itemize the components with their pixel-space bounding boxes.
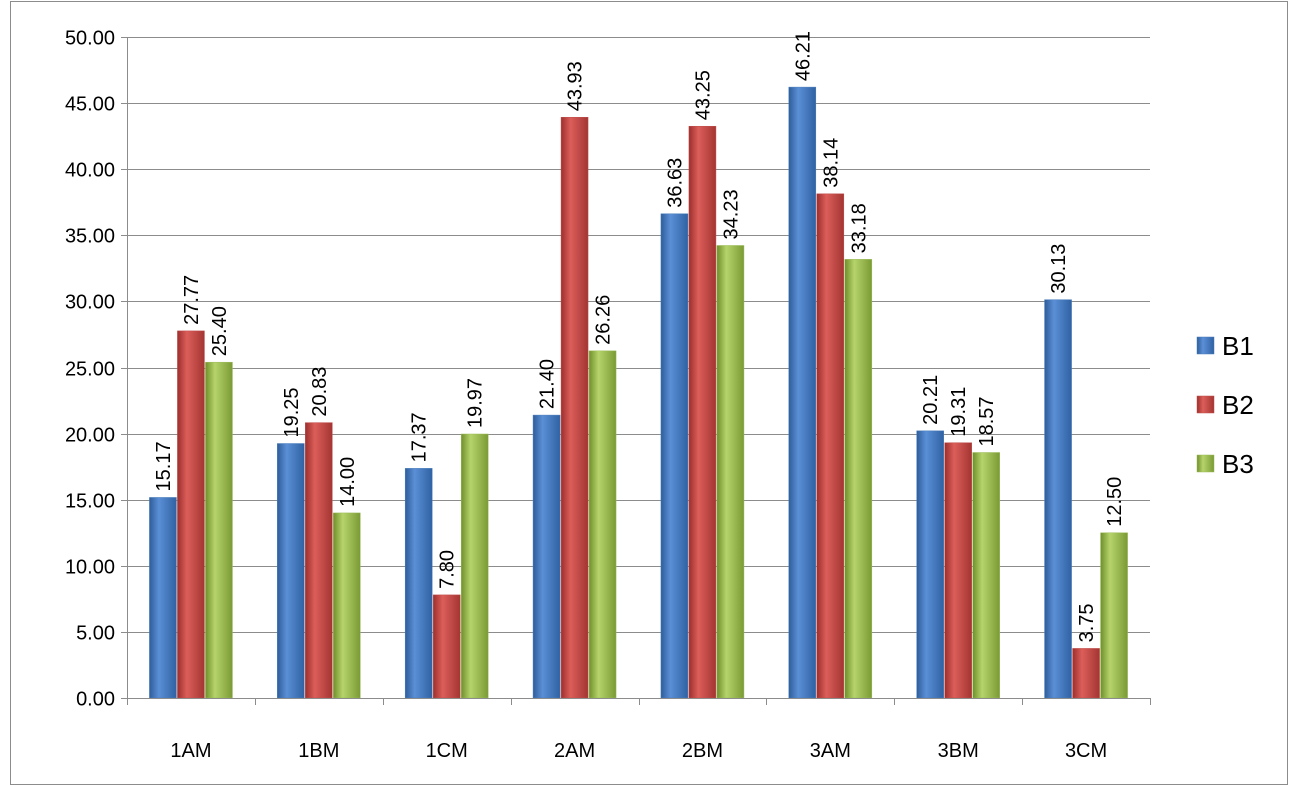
x-tick-label: 3AM (810, 740, 851, 762)
data-label: 34.23 (720, 189, 742, 239)
legend-label-b2: B2 (1222, 390, 1254, 420)
data-label: 20.21 (920, 375, 942, 425)
bar-b2-3cm (1072, 648, 1100, 699)
x-tick-label: 1BM (298, 740, 339, 762)
data-label: 12.50 (1104, 477, 1126, 527)
data-label: 26.26 (593, 295, 615, 345)
data-label: 17.37 (409, 412, 431, 462)
data-label: 30.13 (1048, 244, 1070, 294)
data-labels: 15.17 19.25 17.37 21.40 36.63 46.21 20.21 30.13… (153, 31, 1126, 642)
bar-b3-2bm (716, 245, 745, 699)
legend-label-b1: B1 (1222, 331, 1254, 361)
bar-b2-1bm (305, 422, 333, 699)
data-label: 43.25 (692, 70, 714, 120)
data-label: 15.17 (153, 441, 175, 491)
bar-b2-3bm (944, 442, 972, 699)
bar-b3-3am (844, 259, 873, 699)
y-tick-label: 40.00 (65, 160, 115, 182)
bar-b1-2bm (660, 213, 689, 699)
legend-swatch-b2 (1196, 395, 1215, 414)
y-tick-label: 15.00 (65, 491, 115, 513)
x-tick-label: 1AM (170, 740, 211, 762)
legend-label-b3: B3 (1222, 449, 1254, 479)
bar-b2-3am (816, 193, 845, 699)
bar-b3-3bm (972, 452, 1000, 699)
y-tick-label: 10.00 (65, 557, 115, 579)
data-label: 38.14 (820, 138, 842, 188)
bar-b3-1cm (460, 433, 489, 699)
bars (149, 86, 1128, 699)
data-label: 19.97 (465, 378, 487, 428)
bar-b2-1cm (432, 594, 461, 699)
y-tick-label: 5.00 (76, 623, 115, 645)
x-tick-label: 2BM (682, 740, 723, 762)
data-label: 3.75 (1076, 603, 1098, 642)
bar-b2-1am (177, 330, 205, 699)
axes (127, 37, 1150, 699)
data-label: 20.83 (309, 367, 331, 417)
y-tick-label: 20.00 (65, 425, 115, 447)
legend-swatch-b1 (1196, 336, 1215, 355)
data-label: 43.93 (565, 61, 587, 111)
y-tick-label: 30.00 (65, 292, 115, 314)
data-label: 27.77 (181, 275, 203, 325)
bar-b3-1bm (333, 512, 361, 699)
data-label: 18.57 (976, 396, 998, 446)
y-tick-label: 50.00 (65, 28, 115, 50)
y-tick-label: 35.00 (65, 226, 115, 248)
bar-b3-3cm (1100, 532, 1128, 699)
bar-b1-1bm (277, 443, 305, 699)
y-tick-label: 0.00 (76, 689, 115, 711)
bar-b1-3bm (916, 430, 944, 699)
bar-b1-3am (788, 86, 817, 699)
y-axis-ticks: 0.00 5.00 10.00 15.00 20.00 25.00 30.00 35.00 40… (65, 28, 127, 711)
y-tick-label: 25.00 (65, 359, 115, 381)
x-tick-label: 3CM (1065, 740, 1107, 762)
bar-b3-1am (205, 361, 233, 699)
legend-swatch-b3 (1196, 454, 1215, 473)
x-tick-label: 2AM (554, 740, 595, 762)
y-tick-label: 45.00 (65, 94, 115, 116)
x-tick-label: 3BM (938, 740, 979, 762)
chart-border (10, 1, 1288, 785)
data-label: 33.18 (848, 203, 870, 253)
bar-b1-3cm (1044, 299, 1072, 699)
bar-b2-2bm (688, 125, 717, 699)
bar-b1-1cm (404, 468, 433, 699)
data-label: 25.40 (209, 306, 231, 356)
bar-b1-1am (149, 497, 177, 699)
x-axis-ticks: 1AM 1BM 1CM 2AM 2BM 3AM 3BM 3CM (127, 698, 1151, 762)
data-label: 19.25 (281, 387, 303, 437)
data-label: 7.80 (437, 550, 459, 589)
data-label: 21.40 (537, 359, 559, 409)
data-label: 14.00 (337, 457, 359, 507)
bar-b1-2am (532, 414, 561, 699)
x-tick-label: 1CM (426, 740, 468, 762)
data-label: 36.63 (664, 158, 686, 208)
legend: B1 B2 B3 (1196, 331, 1254, 479)
bar-b2-2am (560, 116, 589, 699)
data-label: 19.31 (948, 387, 970, 437)
data-label: 46.21 (792, 31, 814, 81)
bar-b3-2am (588, 350, 617, 699)
